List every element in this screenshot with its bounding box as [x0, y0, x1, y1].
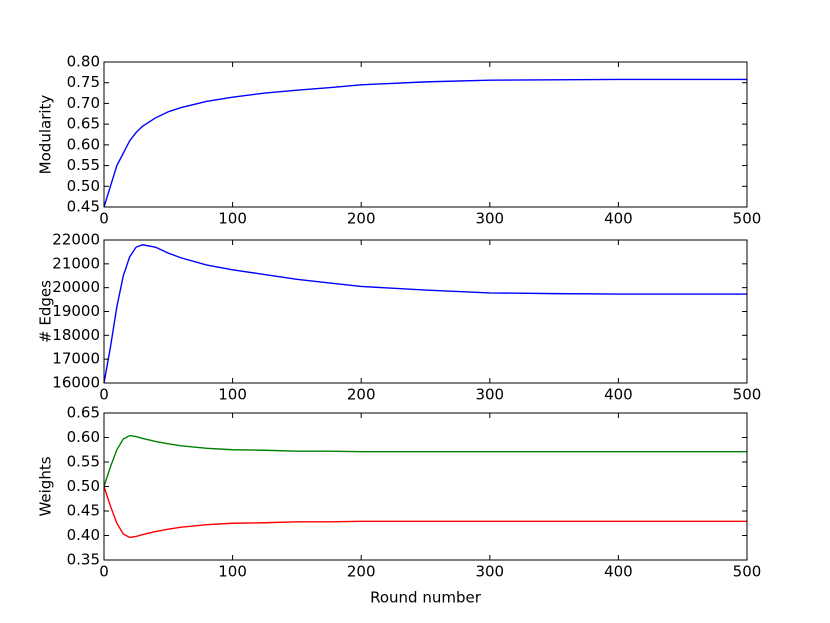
y-tick-label: 0.40: [67, 526, 100, 544]
y-tick-label: 0.55: [67, 453, 100, 471]
y-axis-label: Modularity: [37, 95, 55, 175]
x-tick-label: 200: [347, 210, 376, 228]
y-axis-label: Weights: [37, 456, 55, 516]
x-tick-label: 300: [475, 563, 504, 581]
y-tick-label: 0.65: [67, 115, 100, 133]
data-line: [103, 244, 747, 384]
axes-frame: [103, 412, 748, 561]
x-tick-label: 0: [99, 563, 109, 581]
y-tick-label: 0.60: [67, 428, 100, 446]
data-line: [103, 486, 747, 539]
x-tick-label: 500: [733, 386, 762, 404]
y-tick-label: 16000: [52, 374, 100, 392]
x-tick-label: 500: [733, 563, 762, 581]
y-tick-label: 0.45: [67, 198, 100, 216]
y-tick-label: 18000: [52, 326, 100, 344]
y-tick-label: 19000: [52, 302, 100, 320]
x-tick-label: 100: [218, 563, 247, 581]
y-tick-label: 20000: [52, 278, 100, 296]
x-tick-label: 400: [604, 386, 633, 404]
x-tick-label: 0: [99, 210, 109, 228]
y-tick-label: 22000: [52, 231, 100, 249]
x-tick-label: 400: [604, 563, 633, 581]
data-line: [103, 434, 747, 487]
x-tick-label: 100: [218, 386, 247, 404]
y-tick-label: 0.35: [67, 551, 100, 569]
y-tick-label: 0.75: [67, 73, 100, 91]
axes-frame: [103, 239, 748, 384]
y-tick-label: 0.70: [67, 94, 100, 112]
x-tick-label: 100: [218, 210, 247, 228]
y-tick-label: 0.80: [67, 53, 100, 71]
y-tick-label: 0.60: [67, 135, 100, 153]
y-tick-label: 21000: [52, 254, 100, 272]
y-tick-label: 0.65: [67, 404, 100, 422]
y-tick-label: 0.50: [67, 177, 100, 195]
x-tick-label: 0: [99, 386, 109, 404]
y-tick-label: 0.55: [67, 156, 100, 174]
x-tick-label: 200: [347, 386, 376, 404]
axes-frame: [103, 61, 748, 208]
x-tick-label: 300: [475, 386, 504, 404]
x-tick-label: 300: [475, 210, 504, 228]
y-tick-label: 17000: [52, 350, 100, 368]
x-tick-label: 500: [733, 210, 762, 228]
y-tick-label: 0.45: [67, 502, 100, 520]
y-tick-label: 0.50: [67, 477, 100, 495]
x-axis-label: Round number: [370, 589, 482, 607]
data-line: [103, 78, 747, 208]
x-tick-label: 200: [347, 563, 376, 581]
x-tick-label: 400: [604, 210, 633, 228]
y-axis-label: # Edges: [37, 280, 55, 343]
